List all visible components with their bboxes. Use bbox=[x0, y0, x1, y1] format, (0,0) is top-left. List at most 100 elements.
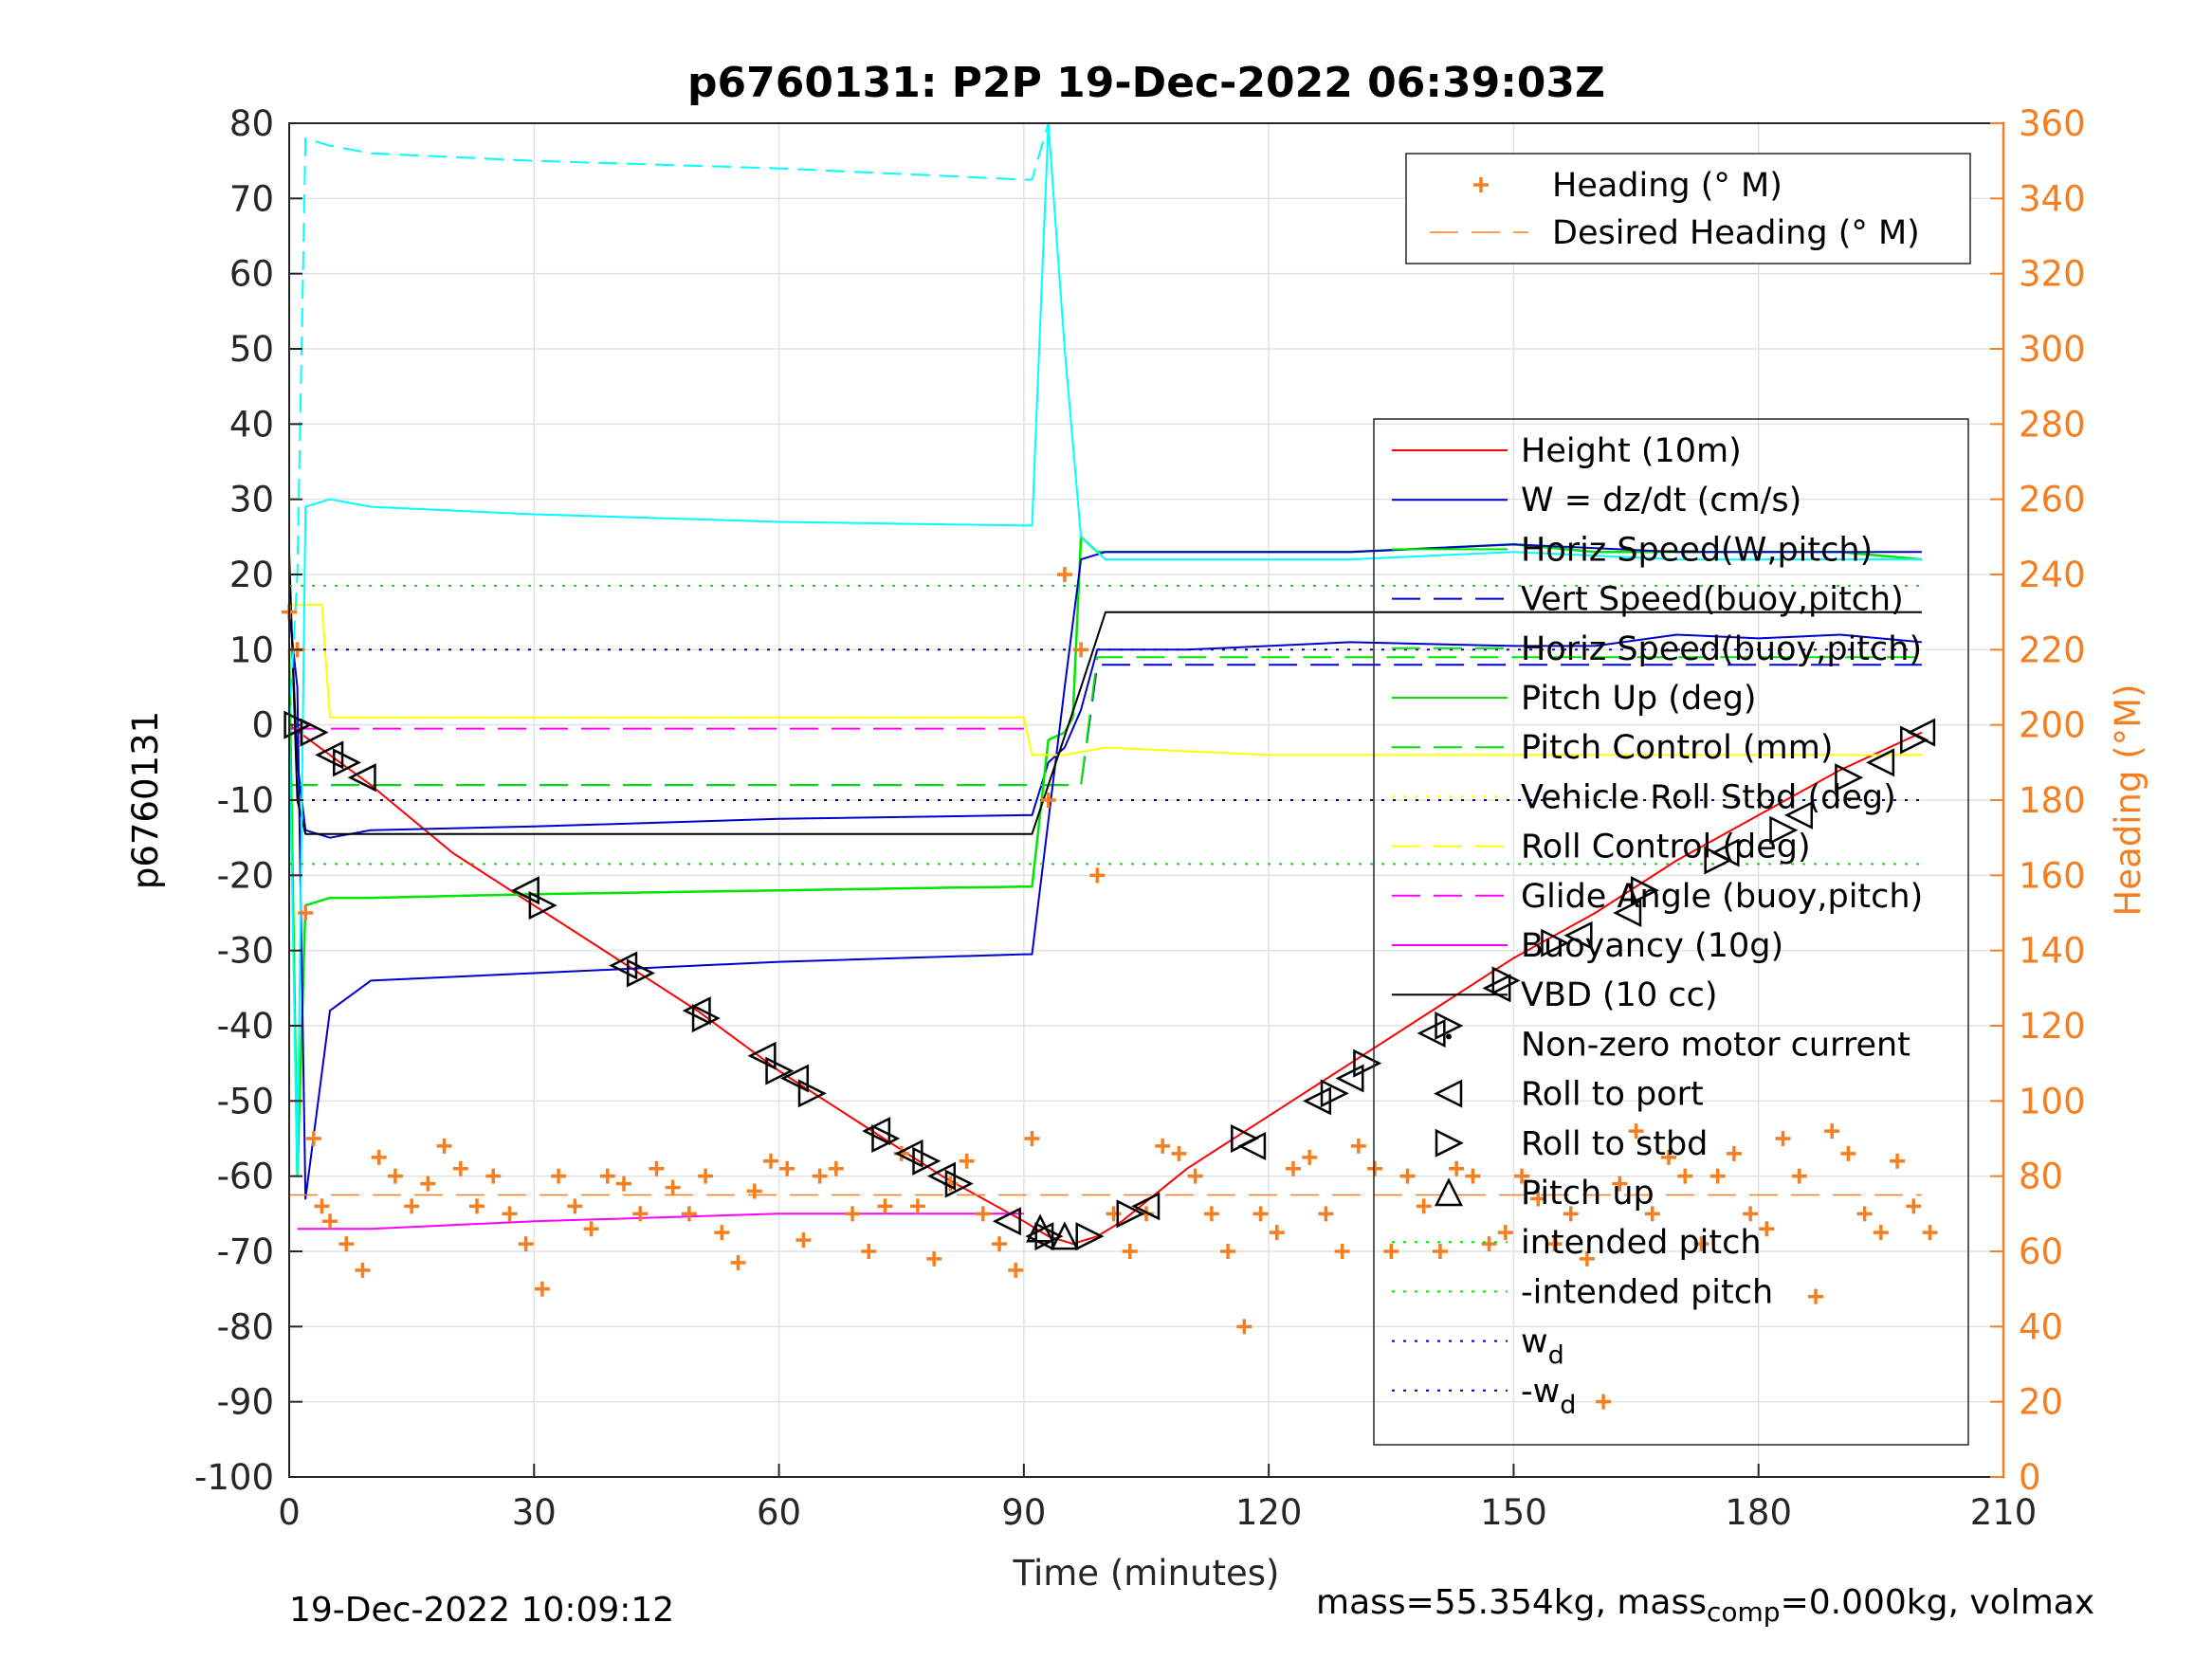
series-w-dz-dt-cm-s bbox=[288, 574, 1922, 839]
heading-point bbox=[730, 1254, 746, 1270]
y2-tick-label: 200 bbox=[2019, 705, 2086, 746]
legend-main-label: Roll to stbd bbox=[1521, 1125, 1708, 1163]
y2-tick-label: 80 bbox=[2019, 1157, 2063, 1197]
heading-point bbox=[714, 1225, 730, 1241]
legend-main-label: VBD (10 cc) bbox=[1521, 976, 1718, 1014]
heading-point bbox=[1008, 1262, 1024, 1278]
heading-point bbox=[452, 1160, 468, 1176]
heading-point bbox=[502, 1206, 518, 1222]
heading-point bbox=[1040, 793, 1056, 808]
heading-point bbox=[1024, 1131, 1040, 1146]
heading-point bbox=[1579, 1250, 1595, 1267]
legend-main-label: Vehicle Roll Stbd (deg) bbox=[1521, 778, 1896, 816]
roll-port-marker bbox=[862, 1117, 891, 1146]
legend-heading-label: Desired Heading (° M) bbox=[1552, 214, 1920, 252]
footer-mass-text-2: =0.000kg, volmax bbox=[1780, 1583, 2095, 1622]
roll-stbd-marker bbox=[333, 748, 362, 777]
heading-point bbox=[746, 1183, 762, 1199]
y2-tick-label: 220 bbox=[2019, 629, 2086, 670]
heading-point bbox=[1775, 1131, 1791, 1146]
roll-stbd-marker bbox=[1353, 1048, 1382, 1078]
y-tick-label: 20 bbox=[229, 555, 274, 595]
heading-point bbox=[1677, 1168, 1693, 1184]
heading-point bbox=[338, 1236, 355, 1252]
legend-subscript: d bbox=[1560, 1391, 1576, 1420]
y2-tick-label: 340 bbox=[2019, 178, 2086, 219]
heading-point bbox=[615, 1176, 631, 1192]
heading-point bbox=[762, 1153, 778, 1169]
heading-point bbox=[1252, 1206, 1269, 1222]
legend-main-label: Pitch Control (mm) bbox=[1521, 729, 1833, 767]
heading-point bbox=[1073, 642, 1089, 658]
legend-heading: Heading (° M) Desired Heading (° M) bbox=[1405, 153, 1971, 264]
roll-stbd-marker bbox=[283, 710, 313, 739]
y-tick-label: 70 bbox=[229, 178, 274, 219]
x-tick-label: 0 bbox=[278, 1492, 301, 1533]
heading-point bbox=[1824, 1123, 1840, 1139]
heading-point bbox=[1709, 1168, 1726, 1184]
roll-port-marker bbox=[1131, 1192, 1161, 1221]
legend-main-label: Vert Speed(buoy,pitch) bbox=[1521, 581, 1904, 619]
y2-axis-label: Heading (°M) bbox=[2108, 684, 2148, 916]
heading-point bbox=[632, 1206, 649, 1222]
heading-point bbox=[1661, 1149, 1677, 1165]
heading-point bbox=[649, 1160, 665, 1176]
legend-heading-label: Heading (° M) bbox=[1552, 167, 1782, 205]
heading-point bbox=[1367, 1160, 1383, 1176]
roll-stbd-marker bbox=[1769, 815, 1799, 845]
roll-stbd-marker bbox=[1435, 1011, 1464, 1041]
heading-point bbox=[1906, 1198, 1922, 1214]
roll-stbd-marker bbox=[1630, 876, 1659, 905]
y-tick-label: -100 bbox=[194, 1457, 274, 1498]
y-tick-label: 0 bbox=[251, 705, 274, 746]
roll-stbd-marker bbox=[1116, 1199, 1145, 1229]
pitch-up-marker bbox=[1050, 1221, 1079, 1250]
x-tick-label: 180 bbox=[1725, 1492, 1792, 1533]
heading-point bbox=[551, 1168, 567, 1184]
y-tick-label: -60 bbox=[217, 1157, 274, 1197]
heading-point bbox=[877, 1198, 893, 1214]
roll-port-marker bbox=[779, 1064, 810, 1093]
legend-main: Height (10m) W = dz/dt (cm/s) Horiz Speed(… bbox=[1373, 418, 1969, 1446]
heading-point bbox=[1302, 1149, 1318, 1165]
heading-point bbox=[1383, 1244, 1399, 1259]
heading-point bbox=[861, 1244, 877, 1259]
heading-point bbox=[567, 1198, 583, 1214]
heading-point bbox=[1399, 1168, 1416, 1184]
heading-point bbox=[1203, 1206, 1219, 1222]
legend-main-label: Pitch Up (deg) bbox=[1521, 680, 1757, 718]
heading-point bbox=[355, 1262, 371, 1278]
legend-main-label: Non-zero motor current bbox=[1521, 1026, 1910, 1064]
heading-point bbox=[1840, 1145, 1856, 1161]
roll-stbd-marker bbox=[871, 1123, 901, 1154]
heading-point bbox=[828, 1160, 844, 1176]
heading-point bbox=[1628, 1123, 1644, 1139]
heading-point bbox=[909, 1198, 925, 1214]
y-tick-label: -20 bbox=[217, 855, 274, 896]
heading-point bbox=[1432, 1244, 1448, 1259]
heading-point bbox=[1481, 1236, 1497, 1252]
roll-port-marker bbox=[992, 1207, 1021, 1236]
roll-stbd-marker bbox=[1541, 928, 1570, 957]
footer-mass-subscript: comp bbox=[1707, 1596, 1781, 1629]
roll-port-marker bbox=[1563, 921, 1593, 950]
x-tick-label: 120 bbox=[1235, 1492, 1303, 1533]
legend-swatch-triangle bbox=[1435, 1128, 1464, 1158]
legend-main-label: Pitch up bbox=[1521, 1175, 1654, 1212]
y-tick-label: 30 bbox=[229, 480, 274, 520]
roll-port-marker bbox=[747, 1041, 777, 1070]
roll-port-marker bbox=[1335, 1064, 1364, 1093]
roll-stbd-marker bbox=[528, 891, 558, 921]
heading-point bbox=[665, 1179, 681, 1195]
heading-point bbox=[681, 1206, 697, 1222]
y2-tick-label: 160 bbox=[2019, 855, 2086, 896]
y-axis-label: p6760131 bbox=[125, 711, 166, 889]
heading-point bbox=[314, 1198, 330, 1214]
y-tick-label: 10 bbox=[229, 629, 274, 670]
heading-point bbox=[779, 1160, 795, 1176]
heading-point bbox=[959, 1153, 975, 1169]
heading-point bbox=[845, 1206, 861, 1222]
roll-stbd-marker bbox=[1900, 725, 1929, 755]
roll-port-marker bbox=[510, 876, 539, 905]
heading-point bbox=[1334, 1244, 1350, 1259]
